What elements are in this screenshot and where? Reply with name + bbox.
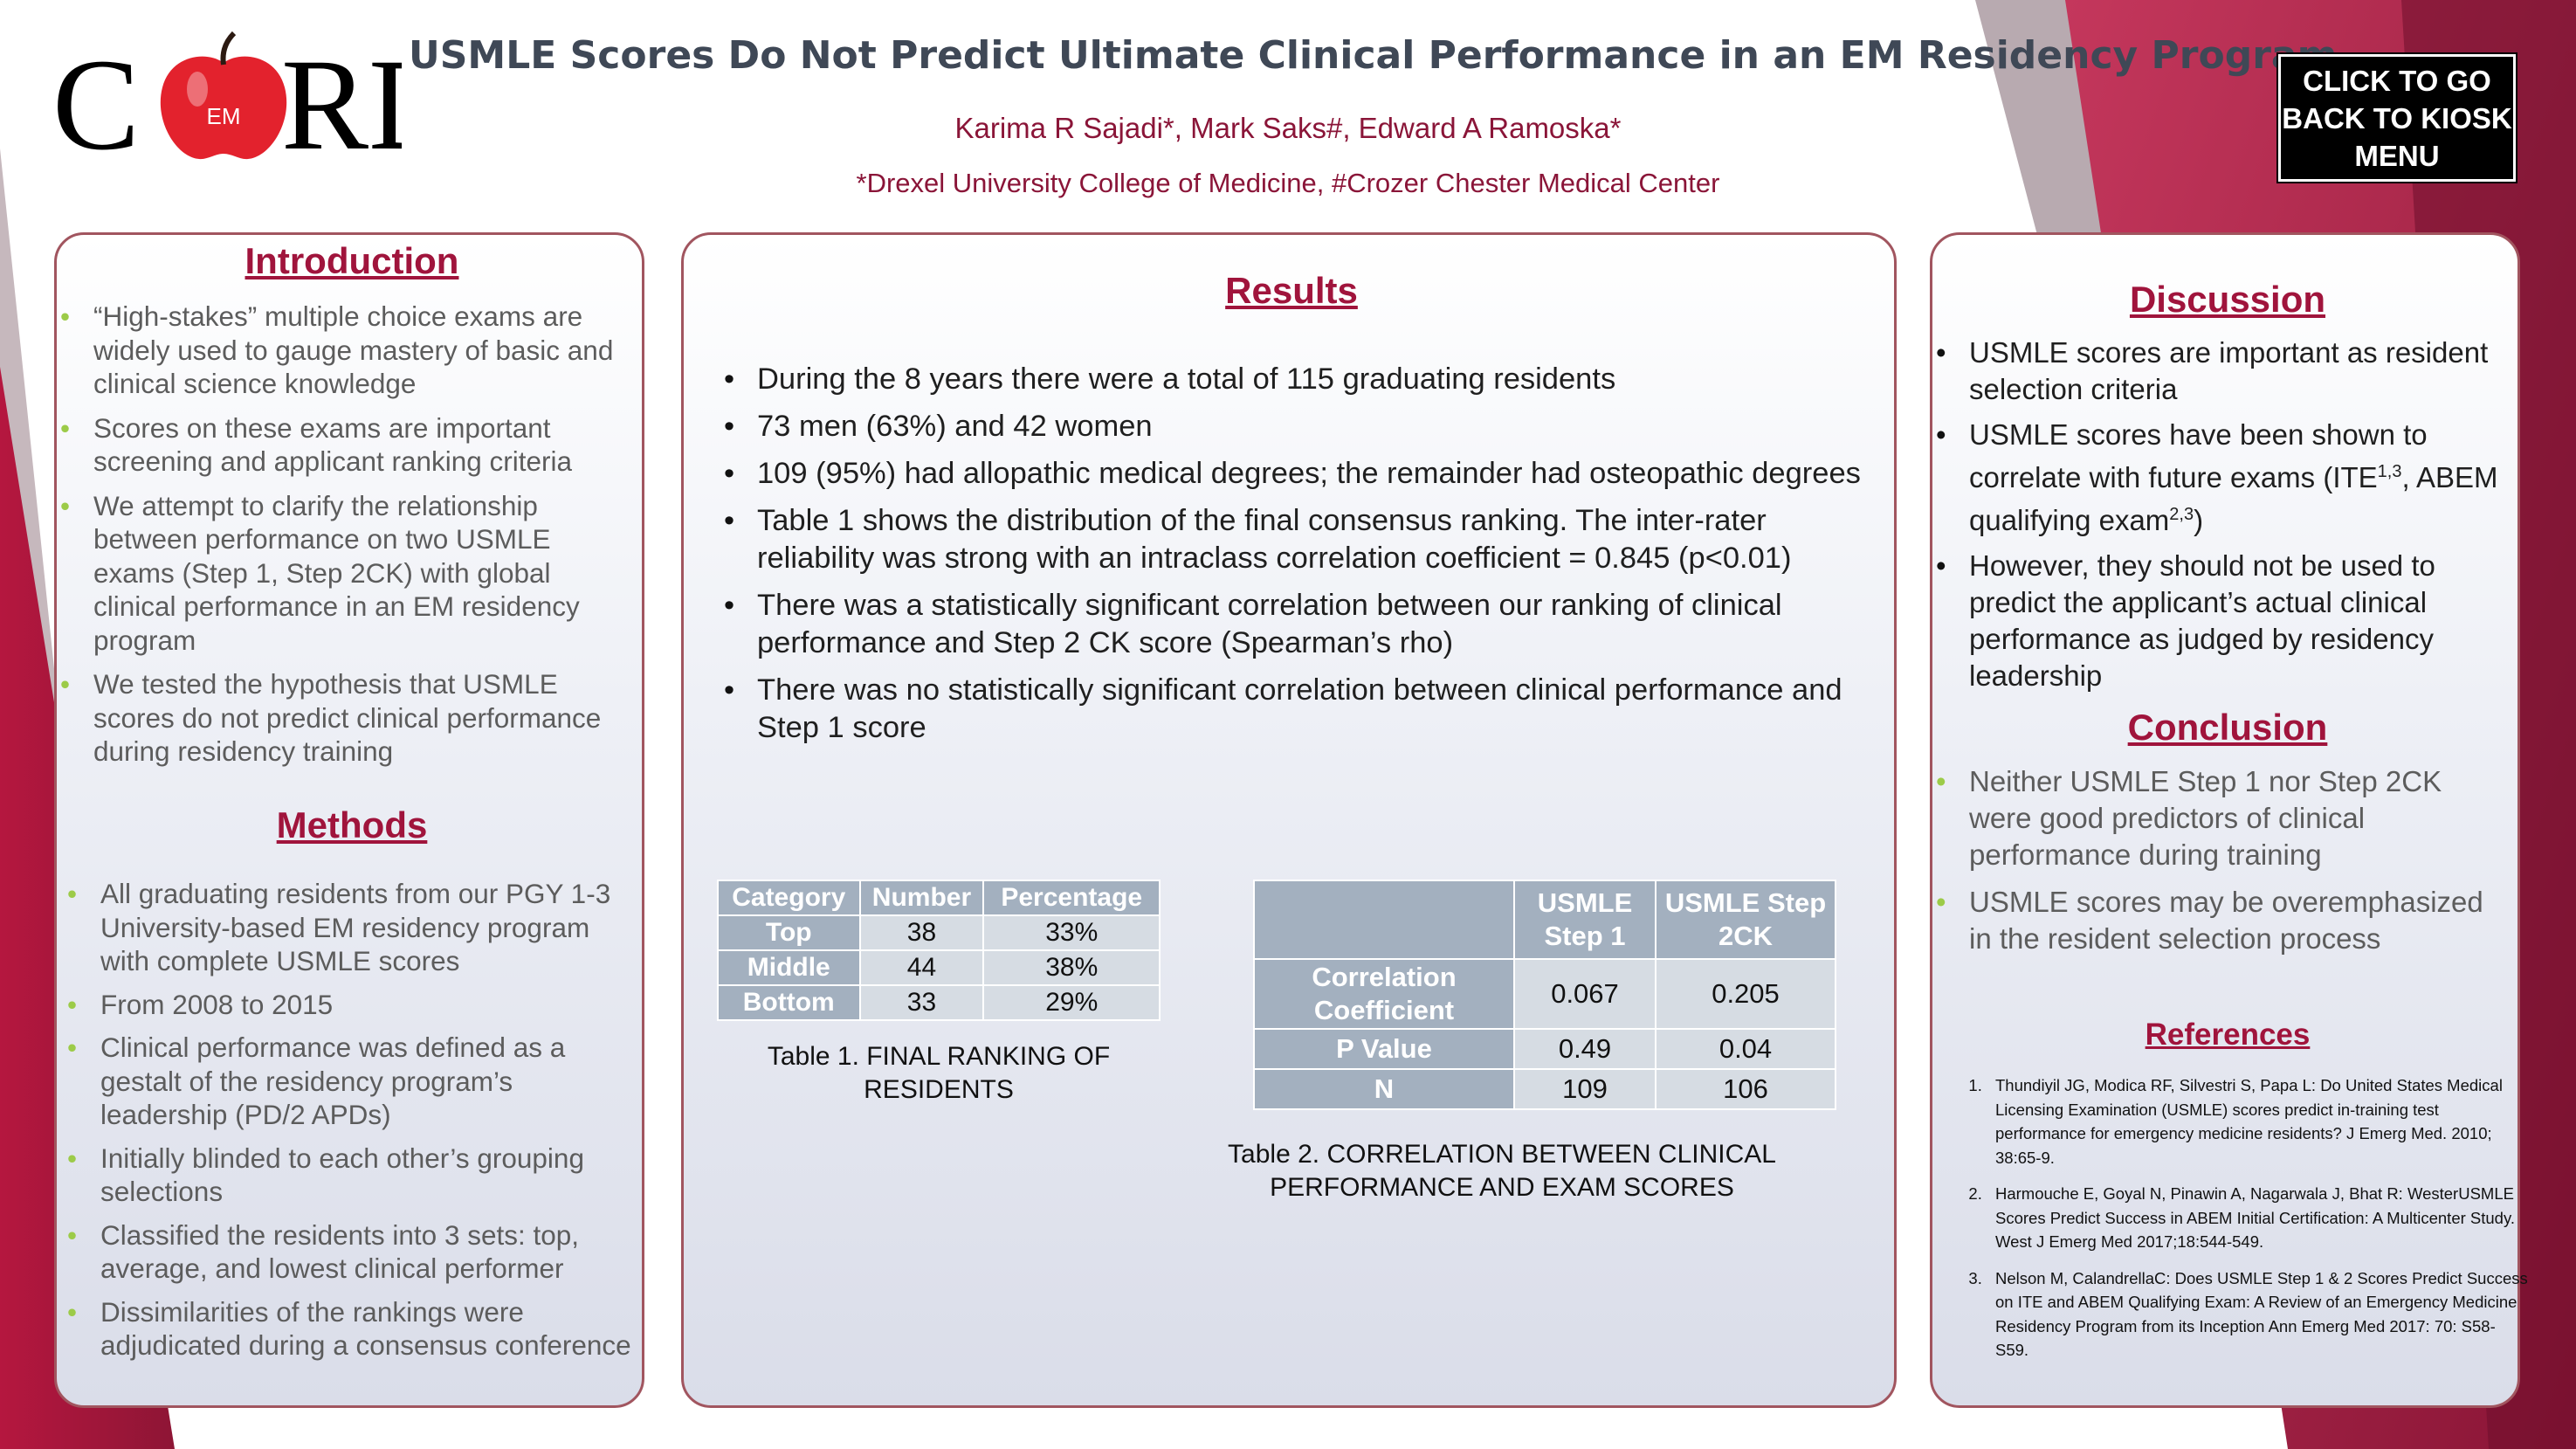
list-item: “High-stakes” multiple choice exams are … [57, 300, 624, 401]
list-item: Harmouche E, Goyal N, Pinawin A, Nagarwa… [1987, 1182, 2528, 1254]
table-header: Number [858, 880, 985, 916]
authors: Karima R Sajadi*, Mark Saks#, Edward A R… [954, 112, 1622, 144]
table-cell: 33 [858, 984, 985, 1021]
table-cell: 44 [858, 949, 985, 986]
table-cell: Middle [717, 949, 861, 986]
list-item: Initially blinded to each other’s groupi… [64, 1142, 631, 1209]
list-item: There was no statistically significant c… [720, 672, 1873, 747]
discussion-heading: Discussion [2129, 279, 2326, 320]
results-heading: Results [1225, 270, 1358, 311]
table1-caption: Table 1. FINAL RANKING OF RESIDENTS [767, 1042, 1111, 1104]
apple-icon [160, 31, 287, 160]
list-item: Dissimilarities of the rankings were adj… [64, 1295, 631, 1363]
list-item: We attempt to clarify the relationship b… [57, 489, 624, 658]
cord-logo: C EM RD [52, 31, 402, 175]
table-cell: 0.205 [1655, 958, 1836, 1030]
right-panel: Discussion USMLE scores are important as… [1930, 232, 2528, 1408]
list-item: Thundiyil JG, Modica RF, Silvestri S, Pa… [1987, 1073, 2528, 1170]
list-item: USMLE scores are important as resident s… [1932, 335, 2500, 408]
table-header: USMLE Step 1 [1513, 880, 1656, 960]
table-cell: 109 [1513, 1068, 1656, 1110]
introduction-heading: Introduction [245, 240, 459, 281]
table-cell: N [1253, 1068, 1515, 1110]
references-heading: References [2145, 1018, 2311, 1052]
table-cell: Correlation Coefficient [1253, 958, 1515, 1030]
discussion-list: USMLE scores are important as resident s… [1932, 335, 2500, 703]
table-cell: 38 [858, 914, 985, 951]
list-item: Classified the residents into 3 sets: to… [64, 1218, 631, 1286]
list-item: We tested the hypothesis that USMLE scor… [57, 667, 624, 769]
table-cell: 0.04 [1655, 1028, 1836, 1070]
list-item: USMLE scores may be overemphasized in th… [1932, 884, 2500, 957]
table-cell: Bottom [717, 984, 861, 1021]
references-list: Thundiyil JG, Modica RF, Silvestri S, Pa… [1959, 1073, 2528, 1375]
table-cell: 106 [1655, 1068, 1836, 1110]
list-item: USMLE scores have been shown to correlat… [1932, 417, 2500, 539]
table-cell: 0.067 [1513, 958, 1656, 1030]
logo-letters-rd: RD [281, 32, 402, 175]
results-panel: Results During the 8 years there were a … [681, 232, 1897, 1408]
methods-heading: Methods [276, 804, 428, 845]
list-item: 73 men (63%) and 42 women [720, 408, 1873, 445]
list-item: From 2008 to 2015 [64, 988, 631, 1022]
logo-em-badge: EM [207, 103, 241, 129]
table-header: Percentage [982, 880, 1161, 916]
table-correlation: USMLE Step 1 USMLE Step 2CK Correlation … [1253, 880, 1836, 1110]
introduction-list: “High-stakes” multiple choice exams are … [57, 300, 624, 779]
table2-caption: Table 2. CORRELATION BETWEEN CLINICAL PE… [1228, 1140, 1776, 1202]
conclusion-list: Neither USMLE Step 1 nor Step 2CK were g… [1932, 763, 2500, 968]
table-cell: 29% [982, 984, 1161, 1021]
list-item: During the 8 years there were a total of… [720, 361, 1873, 398]
table-cell: 0.49 [1513, 1028, 1656, 1070]
conclusion-heading: Conclusion [2127, 707, 2328, 748]
table-row: Middle 44 38% [717, 949, 1161, 986]
list-item: There was a statistically significant co… [720, 587, 1873, 662]
table-row: P Value 0.49 0.04 [1253, 1028, 1836, 1070]
table-row: Bottom 33 29% [717, 984, 1161, 1021]
logo-letter-c: C [52, 32, 140, 175]
list-item: Clinical performance was defined as a ge… [64, 1031, 631, 1132]
table-header: USMLE Step 2CK [1655, 880, 1836, 960]
list-item: However, they should not be used to pred… [1932, 548, 2500, 694]
methods-list: All graduating residents from our PGY 1-… [64, 877, 631, 1372]
list-item: Scores on these exams are important scre… [57, 411, 624, 479]
table-row: Correlation Coefficient 0.067 0.205 [1253, 958, 1836, 1030]
table-final-ranking: Category Number Percentage Top 38 33% Mi… [717, 880, 1161, 1021]
table-cell: 38% [982, 949, 1161, 986]
table-cell: P Value [1253, 1028, 1515, 1070]
list-item: Neither USMLE Step 1 nor Step 2CK were g… [1932, 763, 2500, 873]
left-panel: Introduction “High-stakes” multiple choi… [54, 232, 644, 1408]
table-row: N 109 106 [1253, 1068, 1836, 1110]
results-list: During the 8 years there were a total of… [720, 361, 1873, 756]
table-cell: 33% [982, 914, 1161, 951]
table-header: Category [717, 880, 861, 916]
poster-title: USMLE Scores Do Not Predict Ultimate Cli… [409, 33, 2338, 78]
table-cell: Top [717, 914, 861, 951]
table-header [1253, 880, 1515, 960]
list-item: 109 (95%) had allopathic medical degrees… [720, 455, 1873, 493]
table-row: Top 38 33% [717, 914, 1161, 951]
list-item: All graduating residents from our PGY 1-… [64, 877, 631, 978]
list-item: Table 1 shows the distribution of the fi… [720, 502, 1873, 577]
kiosk-menu-button[interactable]: CLICK TO GO BACK TO KIOSK MENU [2276, 52, 2517, 183]
affiliations: *Drexel University College of Medicine, … [856, 168, 1720, 198]
list-item: Nelson M, CalandrellaC: Does USMLE Step … [1987, 1266, 2528, 1363]
